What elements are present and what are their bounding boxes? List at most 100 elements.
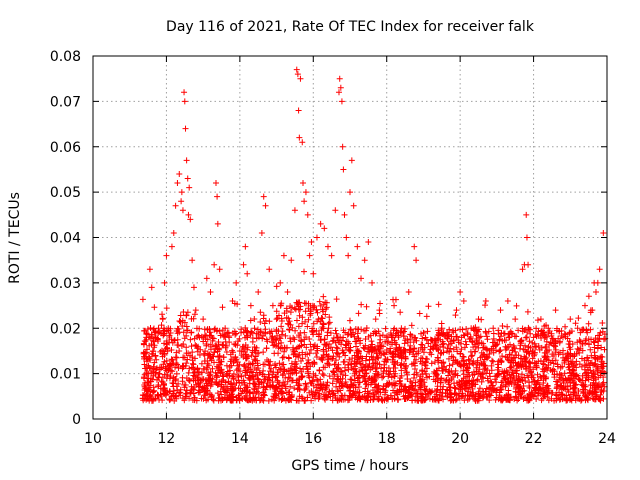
data-point (316, 390, 323, 397)
data-point (228, 385, 235, 392)
data-point (143, 396, 150, 403)
data-point (354, 347, 361, 354)
data-point (440, 396, 447, 403)
data-point (247, 302, 254, 309)
data-point (453, 307, 460, 314)
data-point (479, 395, 486, 402)
data-point (141, 353, 148, 360)
data-point (598, 344, 605, 351)
data-point (482, 363, 489, 370)
data-point (336, 339, 343, 346)
data-point (526, 382, 533, 389)
data-point (171, 337, 178, 344)
data-point (452, 312, 459, 319)
data-point (487, 373, 494, 380)
data-point (201, 326, 208, 333)
data-point (523, 211, 530, 218)
data-point (477, 333, 484, 340)
data-point (419, 368, 426, 375)
data-point (209, 376, 216, 383)
data-point (248, 352, 255, 359)
data-point (200, 316, 207, 323)
data-point (435, 301, 442, 308)
data-point (230, 359, 237, 366)
data-point (306, 335, 313, 342)
data-point (202, 388, 209, 395)
data-point (402, 365, 409, 372)
data-point (229, 396, 236, 403)
data-point (247, 361, 254, 368)
data-point (513, 370, 520, 377)
data-point (377, 389, 384, 396)
data-point (320, 372, 327, 379)
data-point (504, 323, 511, 330)
data-point (356, 389, 363, 396)
data-point (534, 317, 541, 324)
data-point (423, 365, 430, 372)
data-point (260, 312, 267, 319)
data-point (278, 339, 285, 346)
data-point (262, 202, 269, 209)
data-point (231, 341, 238, 348)
data-point (530, 334, 537, 341)
data-point (280, 252, 287, 259)
data-point (361, 345, 368, 352)
data-point (189, 257, 196, 264)
data-point (175, 326, 182, 333)
data-point (166, 333, 173, 340)
data-point (274, 315, 281, 322)
x-tick-label: 12 (158, 431, 176, 447)
data-point (351, 352, 358, 359)
data-point (345, 346, 352, 353)
data-point (219, 304, 226, 311)
data-point (419, 346, 426, 353)
data-point (257, 329, 264, 336)
data-point (273, 283, 280, 290)
data-point (454, 372, 461, 379)
data-point (412, 379, 419, 386)
data-point (178, 189, 185, 196)
data-point (465, 356, 472, 363)
data-point (450, 396, 457, 403)
data-point (510, 374, 517, 381)
data-point (474, 340, 481, 347)
data-point (156, 329, 163, 336)
data-point (487, 378, 494, 385)
data-point (227, 351, 234, 358)
data-point (260, 367, 267, 374)
data-point (216, 345, 223, 352)
data-point (432, 371, 439, 378)
data-point (308, 397, 315, 404)
data-point (222, 338, 229, 345)
data-point (216, 353, 223, 360)
data-point (519, 328, 526, 335)
data-point (590, 362, 597, 369)
data-point (496, 337, 503, 344)
data-point (319, 323, 326, 330)
data-point (502, 376, 509, 383)
data-point (175, 364, 182, 371)
data-point (190, 377, 197, 384)
data-point (266, 318, 273, 325)
data-point (600, 336, 607, 343)
data-point (271, 390, 278, 397)
data-point (597, 397, 604, 404)
data-point (395, 334, 402, 341)
data-point (467, 335, 474, 342)
data-point (441, 363, 448, 370)
data-point (164, 344, 171, 351)
data-point (519, 371, 526, 378)
data-point (537, 357, 544, 364)
data-point (550, 336, 557, 343)
data-point (501, 393, 508, 400)
data-point (381, 364, 388, 371)
y-tick-label: 0.02 (50, 321, 81, 337)
data-point (427, 343, 434, 350)
data-point (437, 350, 444, 357)
data-point (229, 298, 236, 305)
data-point (460, 375, 467, 382)
data-point (312, 395, 319, 402)
data-point (363, 303, 370, 310)
data-point (275, 340, 282, 347)
data-point (496, 348, 503, 355)
